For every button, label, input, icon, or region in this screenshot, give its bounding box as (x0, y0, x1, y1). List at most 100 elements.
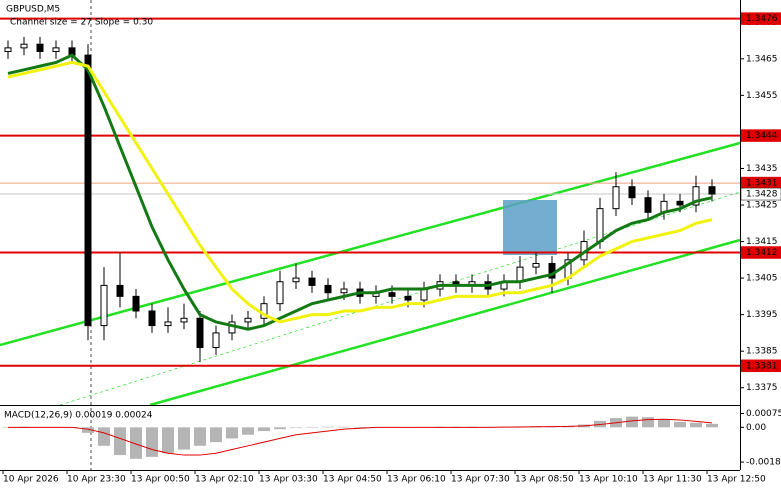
y-tick-label: -0.00188 (746, 458, 781, 468)
candle-body (516, 266, 524, 283)
time-axis: 10 Apr 2026 10 Apr 23:30 13 Apr 00:50 13 Ap… (2, 470, 766, 485)
candle-body (692, 186, 700, 206)
candle-body (196, 317, 204, 349)
y-tick-label: 1.3385 (746, 347, 778, 357)
macd-signal (8, 418, 713, 456)
macd-bar (690, 422, 702, 428)
candle-body (676, 200, 684, 206)
candle-body (116, 284, 124, 297)
candle-body (132, 295, 140, 312)
candle-body (308, 277, 316, 286)
macd-bar (194, 427, 206, 446)
x-tick-label: 13 Apr 10:10 (579, 475, 638, 485)
candle-body (420, 288, 428, 301)
x-tick-label: 10 Apr 23:30 (67, 475, 126, 485)
candle-body (388, 292, 396, 297)
y-tick-label: 1.3455 (746, 91, 778, 101)
candle-body (100, 284, 108, 327)
macd-bar (706, 423, 718, 428)
macd-bar (338, 426, 350, 428)
candle-body (404, 295, 412, 301)
candle-body (84, 54, 92, 327)
level-label: 1.3444 (746, 131, 778, 141)
level-label: 1.3381 (746, 361, 778, 371)
level-label: 1.3428 (746, 190, 778, 200)
y-tick-label: 1.3395 (746, 310, 778, 320)
macd-bar (626, 416, 638, 428)
macd-bar (210, 427, 222, 443)
x-tick-label: 13 Apr 11:30 (643, 475, 702, 485)
x-tick-label: 13 Apr 12:50 (707, 475, 766, 485)
y-tick-label: 1.3405 (746, 274, 778, 284)
x-tick-label: 13 Apr 08:50 (515, 475, 574, 485)
channel-upper (0, 141, 741, 347)
channel-lower (149, 238, 741, 407)
macd-bar (658, 419, 670, 428)
macd-bar (114, 427, 126, 456)
highlight-box (503, 200, 557, 255)
candle-body (164, 321, 172, 327)
macd-panel: -0.00188 0.00 0.00075 (2, 409, 781, 468)
level-label: 1.3476 (746, 14, 778, 24)
candle-body (628, 186, 636, 199)
candle-body (180, 317, 188, 323)
y-tick-label: 1.3415 (746, 237, 778, 247)
candle-body (4, 47, 12, 53)
macd-bar (162, 427, 174, 454)
macd-bar (130, 427, 142, 459)
macd-bar (146, 427, 158, 457)
x-tick-label: 10 Apr 2026 (3, 475, 59, 485)
y-tick-label: 0.00 (746, 423, 766, 433)
macd-bar (178, 427, 190, 450)
macd-bar (258, 427, 270, 432)
macd-title: MACD(12,26,9) 0.00019 0.00024 (4, 411, 153, 421)
candle-body (324, 284, 332, 294)
level-label: 1.3412 (746, 248, 778, 258)
candle-body (708, 186, 716, 195)
candle-body (532, 262, 540, 268)
macd-bar (354, 426, 366, 428)
x-tick-label: 13 Apr 00:50 (131, 475, 190, 485)
y-tick-label: 1.3435 (746, 164, 778, 174)
x-tick-label: 13 Apr 03:30 (259, 475, 318, 485)
level-label: 1.3431 (746, 179, 778, 189)
moving-average (7, 60, 713, 324)
main-panel: 1.33751.33851.33951.34051.34151.34251.34… (0, 12, 781, 393)
candle-body (148, 310, 156, 327)
candle-body (244, 317, 252, 323)
macd-bar (674, 421, 686, 428)
chart-title: GBPUSD,M5 (6, 5, 60, 15)
candle-body (52, 47, 60, 53)
candle-body (36, 43, 44, 53)
macd-bar (274, 427, 286, 430)
moving-average (7, 53, 713, 331)
x-tick-label: 13 Apr 02:10 (195, 475, 254, 485)
candle-body (340, 288, 348, 294)
candle-body (292, 277, 300, 283)
chart-subtitle: Channel size = 27 Slope = 0.30 (10, 18, 153, 28)
y-tick-label: 1.3465 (746, 54, 778, 64)
macd-bar (242, 427, 254, 435)
y-tick-label: 0.00075 (746, 409, 781, 419)
x-tick-label: 13 Apr 07:30 (451, 475, 510, 485)
candle-body (212, 332, 220, 349)
macd-bar (642, 417, 654, 428)
x-tick-label: 13 Apr 04:50 (323, 475, 382, 485)
y-tick-label: 1.3375 (746, 383, 778, 393)
y-tick-label: 1.3425 (746, 201, 778, 211)
candle-body (276, 281, 284, 305)
macd-bar (226, 427, 238, 439)
macd-bar (98, 427, 110, 446)
macd-bar (82, 427, 94, 433)
candle-body (612, 186, 620, 210)
x-tick-label: 13 Apr 06:10 (387, 475, 446, 485)
candle-body (20, 43, 28, 49)
macd-bar (306, 426, 318, 428)
macd-bar (322, 426, 334, 428)
macd-bar (290, 427, 302, 428)
candle-body (644, 197, 652, 213)
